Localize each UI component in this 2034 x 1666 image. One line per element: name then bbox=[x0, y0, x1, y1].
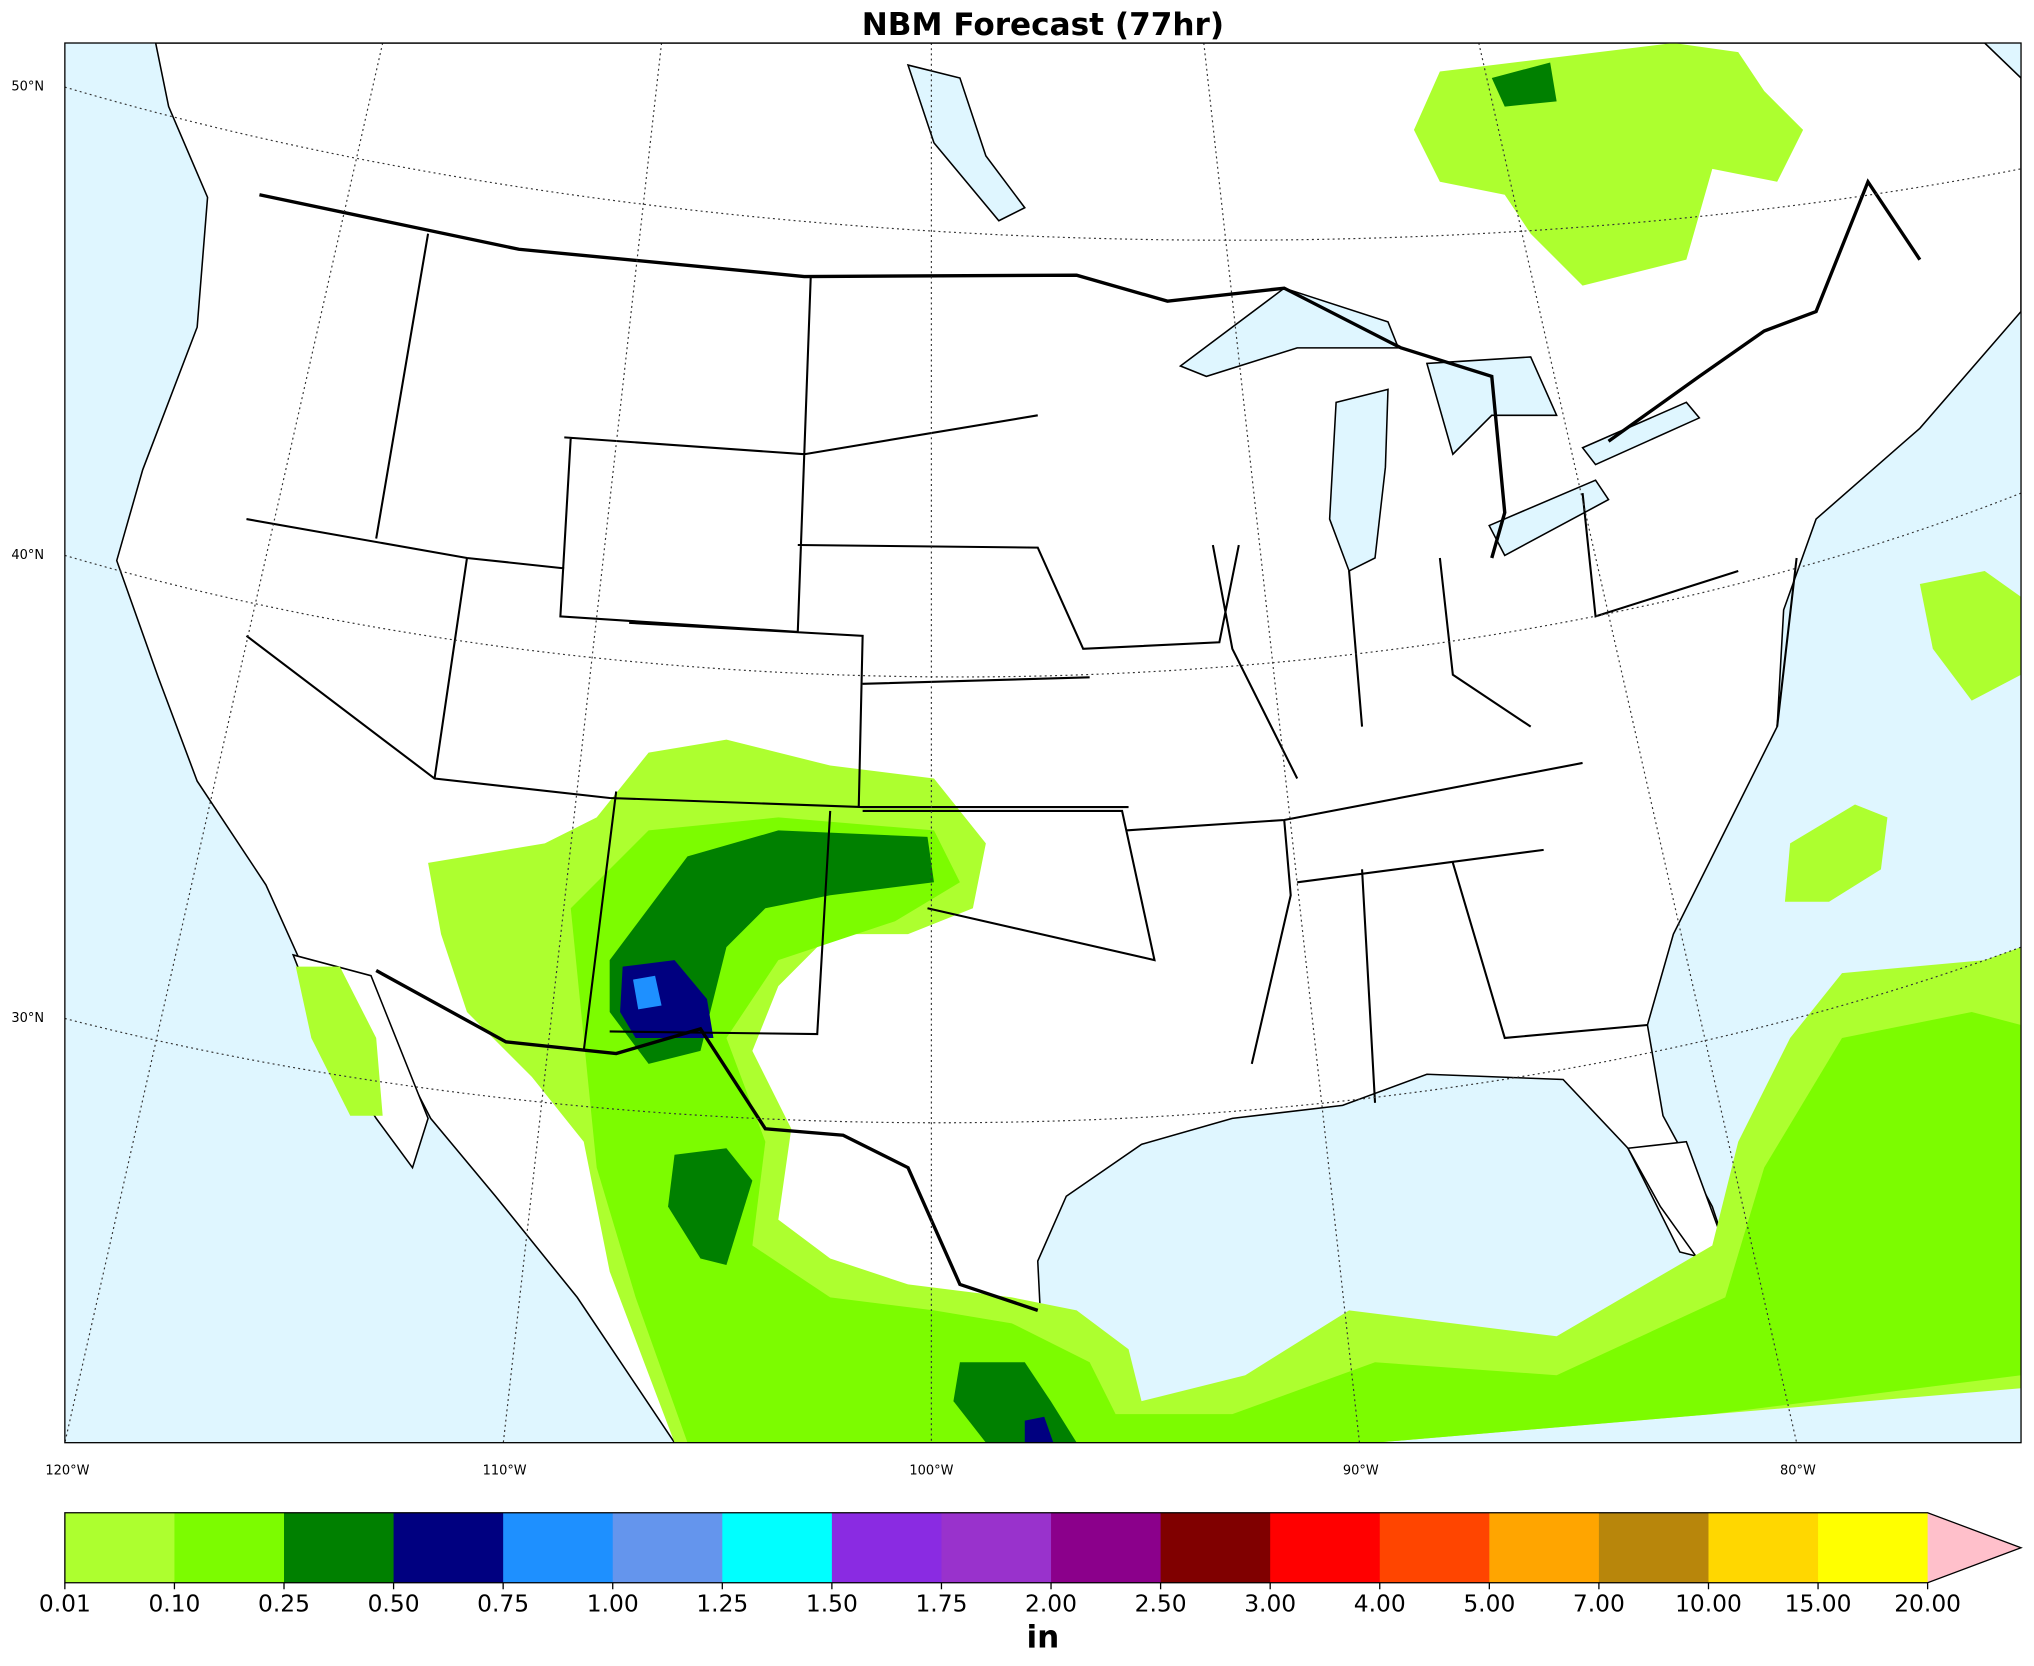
lon-labels: 120°W 110°W 100°W 90°W 80°W bbox=[45, 1464, 1816, 1479]
colorbar-segment bbox=[284, 1512, 395, 1583]
colorbar-segment bbox=[393, 1512, 504, 1583]
colorbar-segment bbox=[612, 1512, 723, 1583]
colorbar-segment bbox=[722, 1512, 833, 1583]
colorbar-segment bbox=[941, 1512, 1052, 1583]
colorbar-tick-label: 1.75 bbox=[915, 1589, 967, 1617]
lat-labels: 50°N 40°N 30°N bbox=[11, 80, 44, 1026]
colorbar-segment bbox=[503, 1512, 614, 1583]
colorbar-tick-label: 7.00 bbox=[1573, 1589, 1625, 1617]
colorbar-segment bbox=[1160, 1512, 1271, 1583]
lat-label: 50°N bbox=[11, 80, 44, 95]
boundaries bbox=[245, 178, 1922, 1312]
colorbar-segment bbox=[1270, 1512, 1381, 1583]
colorbar: 0.01 0.10 0.25 0.50 0.75 1.00 1.25 1.50 1.75 2.00… bbox=[39, 1512, 2023, 1617]
colorbar-segment bbox=[174, 1512, 285, 1583]
lon-label: 90°W bbox=[1343, 1464, 1379, 1479]
colorbar-tick-label: 2.50 bbox=[1135, 1589, 1187, 1617]
colorbar-tick-label: 15.00 bbox=[1785, 1589, 1852, 1617]
lat-label: 40°N bbox=[11, 548, 44, 563]
lon-label: 80°W bbox=[1780, 1464, 1816, 1479]
colorbar-tick-label: 0.25 bbox=[258, 1589, 310, 1617]
map-frame bbox=[64, 42, 2022, 1444]
colorbar-tick-label: 0.50 bbox=[368, 1589, 420, 1617]
colorbar-tick-label: 4.00 bbox=[1354, 1589, 1406, 1617]
colorbar-segment bbox=[1598, 1512, 1710, 1583]
colorbar-tick-label: 5.00 bbox=[1463, 1589, 1515, 1617]
lakes bbox=[906, 63, 1701, 573]
colorbar-segment bbox=[1708, 1512, 1819, 1583]
colorbar-tick-label: 0.75 bbox=[477, 1589, 529, 1617]
graticule bbox=[64, 43, 2022, 1443]
lon-label: 120°W bbox=[45, 1464, 89, 1479]
colorbar-tick-label: 1.00 bbox=[587, 1589, 639, 1617]
colorbar-tick-label: 20.00 bbox=[1894, 1589, 1961, 1617]
colorbar-extend bbox=[1927, 1512, 2022, 1583]
colorbar-tick-label: 1.50 bbox=[806, 1589, 858, 1617]
lat-label: 30°N bbox=[11, 1011, 44, 1026]
colorbar-unit: in bbox=[1027, 1620, 1060, 1656]
colorbar-tick-label: 3.00 bbox=[1244, 1589, 1296, 1617]
lon-label: 100°W bbox=[909, 1464, 953, 1479]
colorbar-segment bbox=[1051, 1512, 1162, 1583]
colorbar-tick-label: 0.10 bbox=[148, 1589, 200, 1617]
colorbar-segment bbox=[1818, 1512, 1929, 1583]
title: NBM Forecast (77hr) bbox=[862, 7, 1224, 43]
lon-label: 110°W bbox=[483, 1464, 527, 1479]
colorbar-tick-label: 2.00 bbox=[1025, 1589, 1077, 1617]
map bbox=[64, 43, 2022, 1443]
colorbar-outline bbox=[64, 1512, 2023, 1584]
colorbar-segment bbox=[1379, 1512, 1490, 1583]
colorbar-segment bbox=[1489, 1512, 1600, 1583]
colorbar-tick-label: 10.00 bbox=[1675, 1589, 1742, 1617]
colorbar-tick-label: 1.25 bbox=[696, 1589, 748, 1617]
colorbar-segment bbox=[64, 1512, 176, 1583]
colorbar-segment bbox=[831, 1512, 943, 1583]
colorbar-tick-label: 0.01 bbox=[39, 1589, 91, 1617]
